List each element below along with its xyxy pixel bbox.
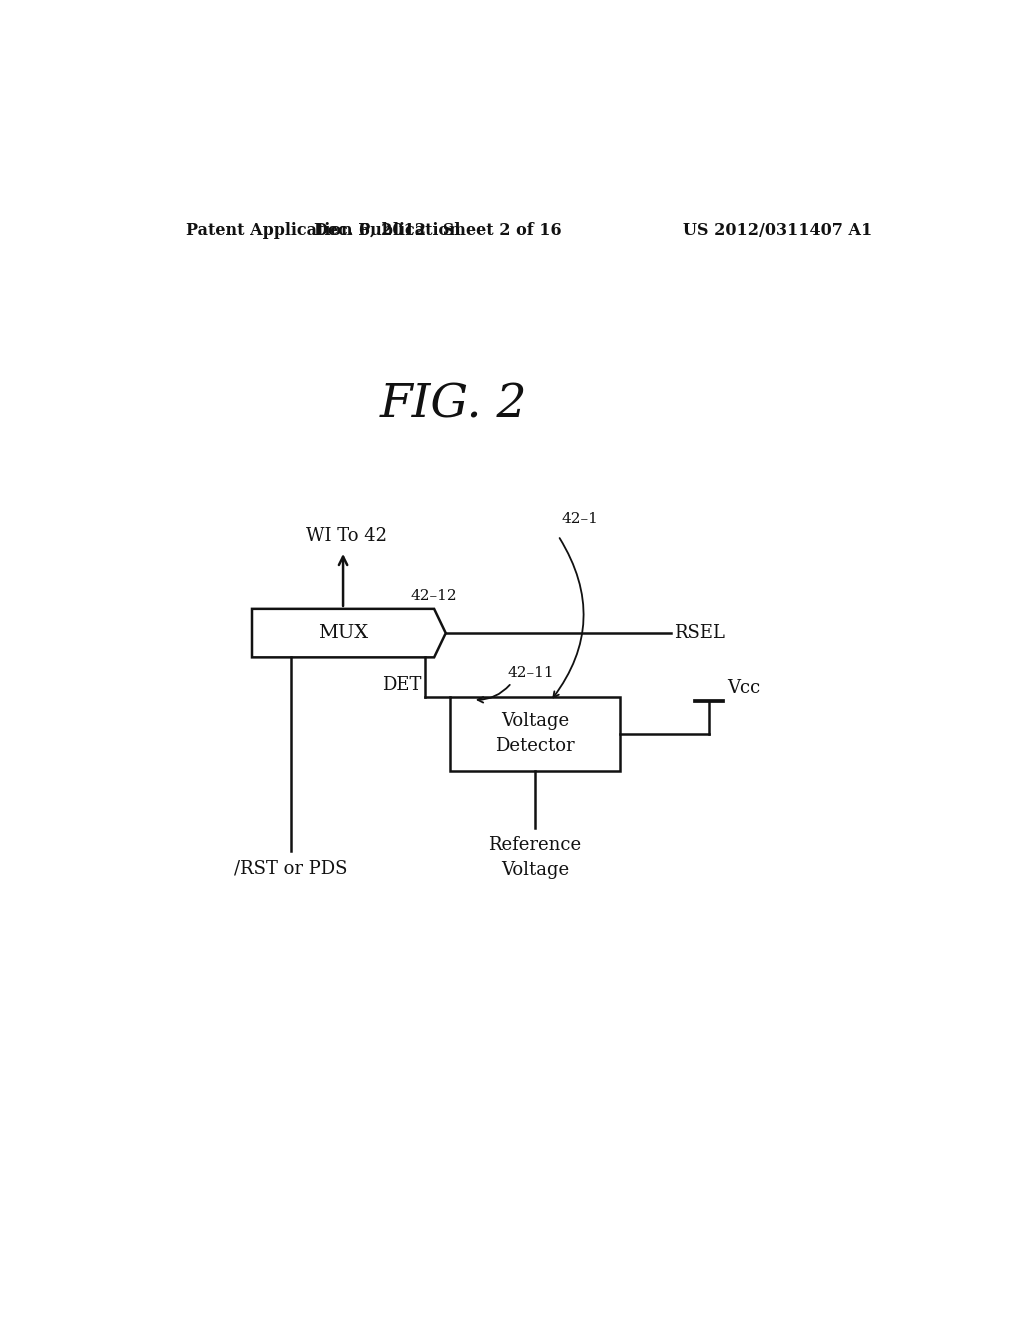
Text: Voltage
Detector: Voltage Detector (495, 713, 574, 755)
Text: Dec. 6, 2012   Sheet 2 of 16: Dec. 6, 2012 Sheet 2 of 16 (314, 222, 562, 239)
Text: US 2012/0311407 A1: US 2012/0311407 A1 (683, 222, 872, 239)
Text: DET: DET (382, 676, 421, 693)
Text: WI To 42: WI To 42 (306, 527, 387, 545)
Bar (450, 697, 621, 771)
Text: Patent Application Publication: Patent Application Publication (186, 222, 461, 239)
Text: MUX: MUX (318, 624, 368, 642)
Text: Reference
Voltage: Reference Voltage (488, 836, 582, 879)
Text: /RST or PDS: /RST or PDS (234, 859, 347, 876)
Text: Vcc: Vcc (727, 680, 761, 697)
Text: FIG. 2: FIG. 2 (380, 383, 527, 428)
Text: 42–12: 42–12 (411, 589, 458, 603)
Text: 42–11: 42–11 (508, 667, 554, 681)
Polygon shape (252, 609, 445, 657)
Text: RSEL: RSEL (675, 624, 725, 642)
Text: 42–1: 42–1 (562, 512, 599, 527)
